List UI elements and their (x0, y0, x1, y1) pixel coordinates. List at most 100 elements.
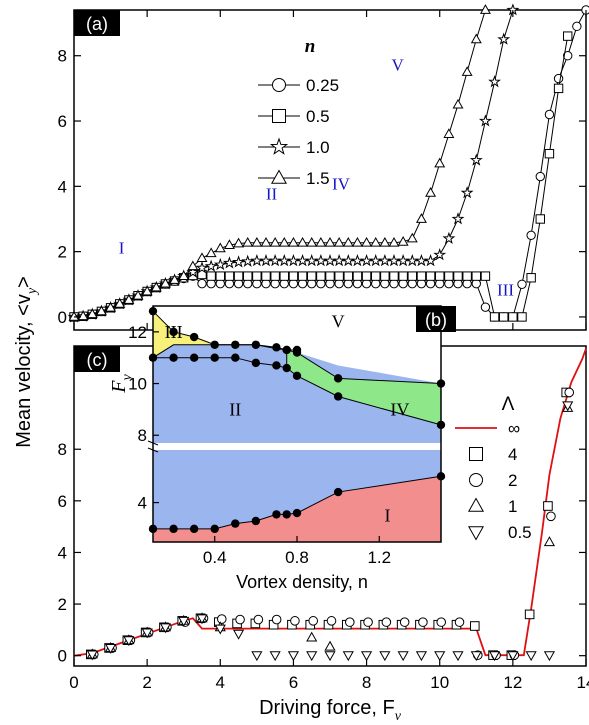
boundary-I-II-dot-8 (292, 508, 302, 518)
point-0.5-47 (499, 312, 509, 322)
boundary-IV-V-dot-2 (333, 374, 343, 383)
legend-a-marker-0.25 (272, 78, 286, 92)
point-1.5-39 (425, 187, 437, 197)
boundary-II-IV-dot-4 (231, 353, 240, 362)
point-1.5-8 (141, 285, 153, 296)
point-1.5-19 (242, 236, 254, 247)
point-1.5-34 (379, 236, 391, 247)
point-1.5-15 (205, 247, 217, 258)
point-0.5-26 (307, 271, 317, 281)
point-c-0.5-22 (488, 651, 501, 662)
point-c-2-13 (326, 616, 337, 626)
point-1.5-42 (452, 98, 464, 109)
a-ytick-label-8: 8 (58, 47, 67, 66)
point-1.0-47 (497, 32, 511, 45)
point-1.0-37 (405, 253, 419, 267)
region-label-b-I: I (385, 506, 391, 526)
point-0.5-32 (361, 271, 372, 281)
legend-a-marker-1.5 (270, 169, 288, 184)
point-1.5-43 (461, 66, 473, 76)
point-1.0-26 (305, 253, 319, 267)
point-1.5-29 (333, 236, 345, 247)
legend-c-marker-0.5 (467, 526, 485, 541)
point-c-0.5-23 (507, 651, 519, 662)
point-1.0-20 (250, 253, 264, 267)
boundary-II-IV-dot-1 (169, 353, 178, 362)
point-1.0-19 (241, 254, 255, 267)
b-ytick-label-12: 12 (128, 323, 147, 342)
point-1.5-18 (233, 237, 245, 248)
point-c-0.5-19 (434, 651, 446, 662)
point-0.5-50 (526, 273, 536, 283)
point-1.0-33 (369, 253, 383, 267)
boundary-I-II-dot-3 (210, 524, 219, 534)
region-label-b-V: V (332, 312, 345, 332)
point-1.0-16 (213, 257, 227, 271)
boundary-III-V-dot-2 (189, 332, 199, 342)
point-1.0-34 (378, 253, 392, 267)
point-1.5-35 (388, 236, 400, 247)
y-axis-title: Mean velocity, <vy> (13, 276, 40, 448)
panel-c-label: (c) (74, 346, 120, 372)
point-c-2-11 (290, 616, 300, 626)
region-label-b-II: II (229, 399, 241, 419)
legend-c-label-2: 2 (508, 471, 517, 490)
point-1.5-36 (397, 235, 409, 246)
point-1.0-22 (268, 253, 282, 267)
point-c-0.5-14 (342, 651, 354, 662)
region-label-b-III: III (165, 322, 183, 342)
boundary-IV-V (286, 349, 442, 385)
point-c-0.5-1 (104, 643, 117, 654)
legend-c-label-4: 4 (508, 445, 517, 464)
point-1.0-35 (387, 253, 401, 267)
point-0.5-30 (343, 271, 353, 281)
region-label-b-IV: IV (390, 399, 409, 419)
point-0.25-51 (535, 171, 545, 182)
legend-a-marker-1.0 (269, 137, 289, 155)
region-label-a-I: I (119, 238, 125, 257)
point-1.5-16 (214, 242, 226, 253)
point-1.5-17 (223, 239, 235, 249)
point-1.5-11 (169, 274, 181, 284)
region-label-a-III: III (497, 281, 514, 300)
legend-c-label-0.5: 0.5 (508, 523, 532, 542)
point-0.5-19 (243, 271, 253, 281)
a-ytick-label-4: 4 (58, 177, 67, 196)
point-0.5-17 (224, 271, 235, 281)
boundary-I-II-dot-6 (272, 510, 281, 519)
point-c-1-10 (543, 536, 556, 547)
point-c-0.5-5 (178, 616, 190, 627)
point-1.5-44 (470, 33, 482, 44)
point-0.5-23 (279, 271, 289, 281)
point-c-0.5-13 (324, 651, 336, 662)
svg-text:(c): (c) (87, 350, 108, 370)
point-0.5-35 (389, 271, 399, 281)
series-line-1.0 (73, 9, 514, 318)
point-0.5-41 (444, 271, 454, 281)
point-c-0.5-20 (452, 651, 464, 662)
point-1.5-21 (260, 236, 272, 247)
point-0.5-43 (462, 271, 472, 281)
point-1.0-17 (222, 256, 236, 269)
series-line-1.5 (73, 9, 486, 318)
legend-c-title: Λ (502, 394, 515, 415)
legend-c-marker-4 (469, 447, 483, 461)
a-ytick-label-0: 0 (58, 308, 67, 327)
point-0.25-50 (526, 230, 536, 241)
boundary-II-IV-dot-9 (333, 392, 343, 401)
point-1.5-5 (114, 298, 126, 308)
point-c-0.5-16 (379, 651, 391, 662)
legend-a-title: n (305, 36, 316, 57)
point-c-0.5-24 (525, 651, 537, 662)
c-xtick-label-0: 0 (69, 673, 78, 692)
point-0.5-52 (544, 148, 555, 159)
point-1.0-28 (323, 253, 337, 267)
boundary-III-V-dot-5 (251, 340, 261, 349)
legend-a-label-0.25: 0.25 (306, 76, 339, 95)
legend-a-label-0.5: 0.5 (306, 107, 330, 126)
point-1.0-44 (469, 153, 483, 166)
boundary-I-II-dot-7 (282, 510, 291, 519)
point-c-2-10 (271, 614, 282, 625)
point-1.0-27 (314, 253, 328, 267)
